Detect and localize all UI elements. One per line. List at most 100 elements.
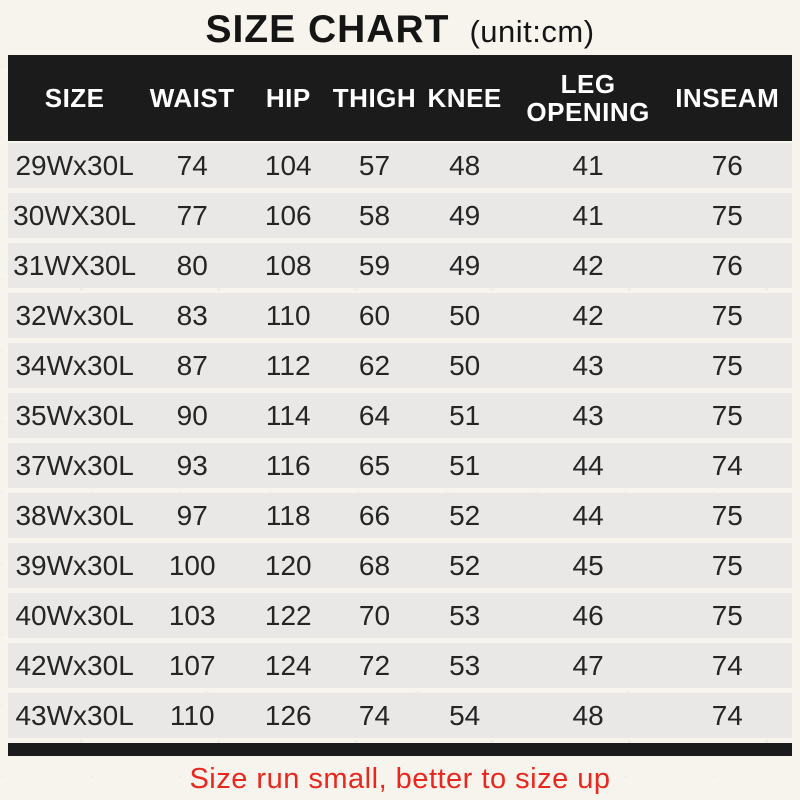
value-cell-inseam: 74 (711, 649, 743, 681)
value-cell-waist: 77 (176, 199, 208, 231)
table-row: 34Wx30L 87 112 62 50 43 75 (8, 343, 792, 388)
value-cell-thigh: 65 (358, 449, 391, 481)
value-cell-inseam: 75 (711, 549, 743, 581)
value-cell-knee: 53 (449, 599, 481, 631)
value-cell-leg-opening: 46 (572, 599, 604, 631)
value-cell-knee: 49 (449, 199, 481, 231)
table-body: 29Wx30L 74 104 57 48 41 76 30WX30L 77 106 58 49 41 75… (8, 143, 792, 738)
value-cell-thigh: 64 (358, 399, 391, 431)
size-cell: 31WX30L (13, 249, 137, 281)
value-cell-hip: 126 (264, 699, 312, 731)
value-cell-waist: 74 (176, 149, 208, 181)
value-cell-knee: 53 (449, 649, 481, 681)
table-row: 43Wx30L 110 126 74 54 48 74 (8, 693, 792, 738)
value-cell-hip: 120 (264, 549, 312, 581)
value-cell-knee: 54 (449, 699, 481, 731)
value-cell-thigh: 59 (358, 249, 391, 281)
value-cell-leg-opening: 42 (572, 249, 604, 281)
value-cell-inseam: 74 (711, 699, 743, 731)
value-cell-thigh: 70 (358, 599, 391, 631)
size-cell: 39Wx30L (15, 549, 134, 581)
value-cell-inseam: 75 (711, 199, 743, 231)
value-cell-thigh: 72 (358, 649, 391, 681)
value-cell-knee: 52 (449, 549, 481, 581)
size-cell: 34Wx30L (15, 349, 134, 381)
size-chart-table: SIZE WAIST HIP THIGH KNEE LEG OPENING INSEAM 2… (8, 55, 792, 756)
value-cell-inseam: 75 (711, 499, 743, 531)
column-header-leg-opening: LEG OPENING (526, 68, 650, 127)
value-cell-waist: 97 (176, 499, 208, 531)
value-cell-hip: 116 (265, 449, 311, 481)
size-cell: 43Wx30L (15, 699, 134, 731)
value-cell-hip: 104 (264, 149, 312, 181)
value-cell-leg-opening: 43 (572, 399, 604, 431)
value-cell-inseam: 76 (711, 149, 743, 181)
value-cell-inseam: 75 (711, 299, 743, 331)
column-header-thigh: THIGH (332, 82, 417, 113)
column-header-knee: KNEE (427, 82, 502, 113)
value-cell-hip: 124 (264, 649, 312, 681)
value-cell-hip: 106 (264, 199, 312, 231)
value-cell-thigh: 66 (358, 499, 391, 531)
value-cell-thigh: 68 (358, 549, 391, 581)
value-cell-inseam: 75 (711, 599, 743, 631)
column-header-size: SIZE (44, 82, 105, 113)
value-cell-inseam: 75 (711, 349, 743, 381)
table-row: 40Wx30L 103 122 70 53 46 75 (8, 593, 792, 638)
value-cell-knee: 52 (449, 499, 481, 531)
column-header-inseam: INSEAM (675, 82, 780, 113)
value-cell-waist: 83 (176, 299, 208, 331)
value-cell-leg-opening: 42 (572, 299, 604, 331)
table-row: 38Wx30L 97 118 66 52 44 75 (8, 493, 792, 538)
table-row: 32Wx30L 83 110 60 50 42 75 (8, 293, 792, 338)
value-cell-knee: 50 (449, 349, 481, 381)
value-cell-hip: 112 (265, 349, 311, 381)
value-cell-thigh: 74 (358, 699, 391, 731)
table-row: 31WX30L 80 108 59 49 42 76 (8, 243, 792, 288)
table-row: 35Wx30L 90 114 64 51 43 75 (8, 393, 792, 438)
value-cell-knee: 51 (449, 449, 481, 481)
value-cell-waist: 93 (176, 449, 208, 481)
value-cell-knee: 50 (449, 299, 481, 331)
size-cell: 30WX30L (13, 199, 137, 231)
table-row: 37Wx30L 93 116 65 51 44 74 (8, 443, 792, 488)
value-cell-knee: 48 (449, 149, 481, 181)
value-cell-leg-opening: 43 (572, 349, 604, 381)
size-cell: 35Wx30L (15, 399, 134, 431)
value-cell-thigh: 58 (358, 199, 391, 231)
value-cell-inseam: 76 (711, 249, 743, 281)
size-cell: 32Wx30L (15, 299, 134, 331)
size-cell: 38Wx30L (15, 499, 134, 531)
page-title: SIZE CHART (unit:cm) (0, 0, 800, 55)
value-cell-leg-opening: 44 (572, 449, 604, 481)
value-cell-waist: 110 (169, 699, 215, 731)
table-row: 39Wx30L 100 120 68 52 45 75 (8, 543, 792, 588)
value-cell-waist: 103 (168, 599, 216, 631)
value-cell-leg-opening: 41 (572, 199, 604, 231)
title-text: SIZE CHART (205, 8, 450, 51)
size-cell: 29Wx30L (15, 149, 134, 181)
size-cell: 42Wx30L (15, 649, 134, 681)
value-cell-leg-opening: 48 (572, 699, 604, 731)
value-cell-knee: 51 (449, 399, 481, 431)
table-row: 42Wx30L 107 124 72 53 47 74 (8, 643, 792, 688)
value-cell-hip: 122 (264, 599, 312, 631)
value-cell-thigh: 57 (358, 149, 391, 181)
value-cell-waist: 107 (168, 649, 216, 681)
value-cell-hip: 110 (265, 299, 311, 331)
table-header-row: SIZE WAIST HIP THIGH KNEE LEG OPENING INSEAM (8, 55, 792, 141)
title-unit-label: (unit:cm) (469, 14, 595, 49)
value-cell-knee: 49 (449, 249, 481, 281)
value-cell-waist: 87 (176, 349, 208, 381)
value-cell-waist: 100 (168, 549, 216, 581)
value-cell-hip: 114 (265, 399, 311, 431)
value-cell-waist: 80 (176, 249, 208, 281)
value-cell-waist: 90 (176, 399, 208, 431)
column-header-waist: WAIST (149, 82, 235, 113)
column-header-hip: HIP (265, 82, 311, 113)
value-cell-inseam: 75 (711, 399, 743, 431)
value-cell-leg-opening: 41 (572, 149, 604, 181)
footer-note: Size run small, better to size up (189, 763, 611, 795)
size-cell: 37Wx30L (15, 449, 134, 481)
